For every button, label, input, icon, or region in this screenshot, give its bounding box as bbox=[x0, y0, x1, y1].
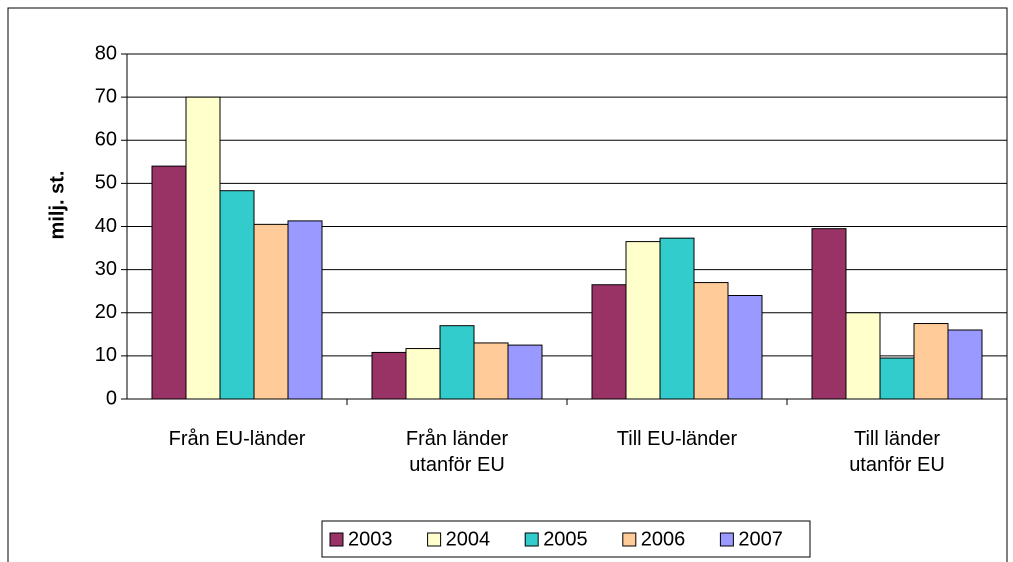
y-tick-label: 20 bbox=[95, 301, 117, 323]
bar bbox=[253, 223, 289, 400]
x-tick-label: Till länder utanför EU bbox=[849, 428, 945, 476]
legend-label: 2006 bbox=[641, 528, 686, 550]
bar bbox=[659, 237, 695, 400]
bar bbox=[811, 228, 847, 400]
legend-swatch bbox=[329, 532, 344, 547]
y-tick-label: 70 bbox=[95, 85, 117, 107]
bar bbox=[913, 323, 949, 400]
y-tick-label: 60 bbox=[95, 129, 117, 151]
bar bbox=[693, 282, 729, 400]
legend-label: 2003 bbox=[348, 528, 393, 550]
bar bbox=[473, 342, 509, 400]
legend-swatch bbox=[427, 532, 442, 547]
legend-label: 2005 bbox=[543, 528, 588, 550]
y-tick-label: 0 bbox=[106, 387, 117, 409]
y-axis-label: milj. st. bbox=[46, 171, 68, 240]
y-tick-label: 10 bbox=[95, 344, 117, 366]
bar bbox=[591, 284, 627, 400]
bar bbox=[947, 329, 983, 400]
x-tick-label: Till EU-länder bbox=[616, 428, 738, 450]
legend-swatch bbox=[622, 532, 637, 547]
bar bbox=[727, 295, 763, 400]
bar bbox=[507, 344, 543, 400]
bar bbox=[845, 312, 881, 400]
y-tick-label: 40 bbox=[95, 215, 117, 237]
chart-frame bbox=[7, 7, 1008, 562]
bar bbox=[625, 241, 661, 400]
bar bbox=[151, 165, 187, 400]
legend-swatch bbox=[719, 532, 734, 547]
y-tick-label: 50 bbox=[95, 172, 117, 194]
y-tick-label: 30 bbox=[95, 258, 117, 280]
legend-swatch bbox=[524, 532, 539, 547]
bar bbox=[439, 325, 475, 400]
bar bbox=[879, 357, 915, 400]
bar bbox=[185, 96, 221, 400]
y-tick-label: 80 bbox=[95, 42, 117, 64]
bar bbox=[219, 190, 255, 400]
bar bbox=[405, 348, 441, 400]
bar bbox=[287, 220, 323, 400]
legend-label: 2007 bbox=[738, 528, 783, 550]
legend-label: 2004 bbox=[446, 528, 491, 550]
x-tick-label: Från EU-länder bbox=[168, 428, 306, 450]
bar bbox=[371, 351, 407, 400]
x-tick-label: Från länder utanför EU bbox=[405, 428, 509, 476]
